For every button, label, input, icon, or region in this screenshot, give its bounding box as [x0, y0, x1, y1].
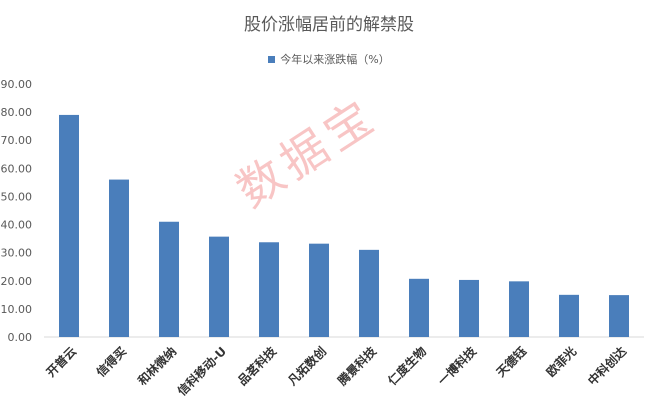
x-tick-label: 信科移动-U — [174, 344, 229, 399]
bar — [59, 114, 79, 337]
bar — [509, 281, 529, 337]
bar — [359, 249, 379, 337]
y-tick-label: 20.00 — [1, 275, 33, 288]
x-tick-label: 仁度生物 — [385, 344, 430, 389]
bar — [609, 295, 629, 337]
x-tick-label: 信得买 — [93, 344, 129, 380]
bar — [559, 294, 579, 337]
x-tick-label: 凡拓数创 — [285, 344, 330, 389]
y-tick-label: 30.00 — [1, 247, 33, 260]
bar — [209, 236, 229, 337]
y-tick-label: 40.00 — [1, 219, 33, 232]
bar — [309, 243, 329, 337]
bar — [459, 279, 479, 337]
x-tick-label: 天德钰 — [493, 344, 529, 380]
bar — [259, 242, 279, 337]
bar — [159, 221, 179, 337]
y-tick-label: 90.00 — [1, 78, 33, 91]
bar — [409, 278, 429, 337]
y-tick-label: 10.00 — [1, 303, 33, 316]
chart-title: 股价涨幅居前的解禁股 — [244, 15, 414, 35]
x-tick-label: 中科创达 — [585, 344, 630, 389]
y-tick-label: 50.00 — [1, 190, 33, 203]
x-tick-label: 欧菲光 — [543, 344, 579, 380]
chart-legend: 今年以来涨跌幅（%） — [0, 51, 658, 67]
legend-swatch — [268, 55, 276, 63]
y-tick-label: 80.00 — [1, 106, 33, 119]
y-tick-label: 70.00 — [1, 134, 33, 147]
x-tick-label: 品茗科技 — [235, 343, 280, 388]
x-tick-label: 开普云 — [43, 344, 79, 380]
y-tick-label: 0.00 — [8, 331, 33, 344]
y-tick-label: 60.00 — [1, 162, 33, 175]
x-tick-label: 腾景科技 — [334, 343, 380, 389]
x-tick-label: 一博科技 — [435, 343, 480, 388]
bar — [109, 179, 129, 337]
legend-label: 今年以来涨跌幅（%） — [280, 53, 390, 66]
x-tick-label: 和林微纳 — [134, 344, 179, 389]
